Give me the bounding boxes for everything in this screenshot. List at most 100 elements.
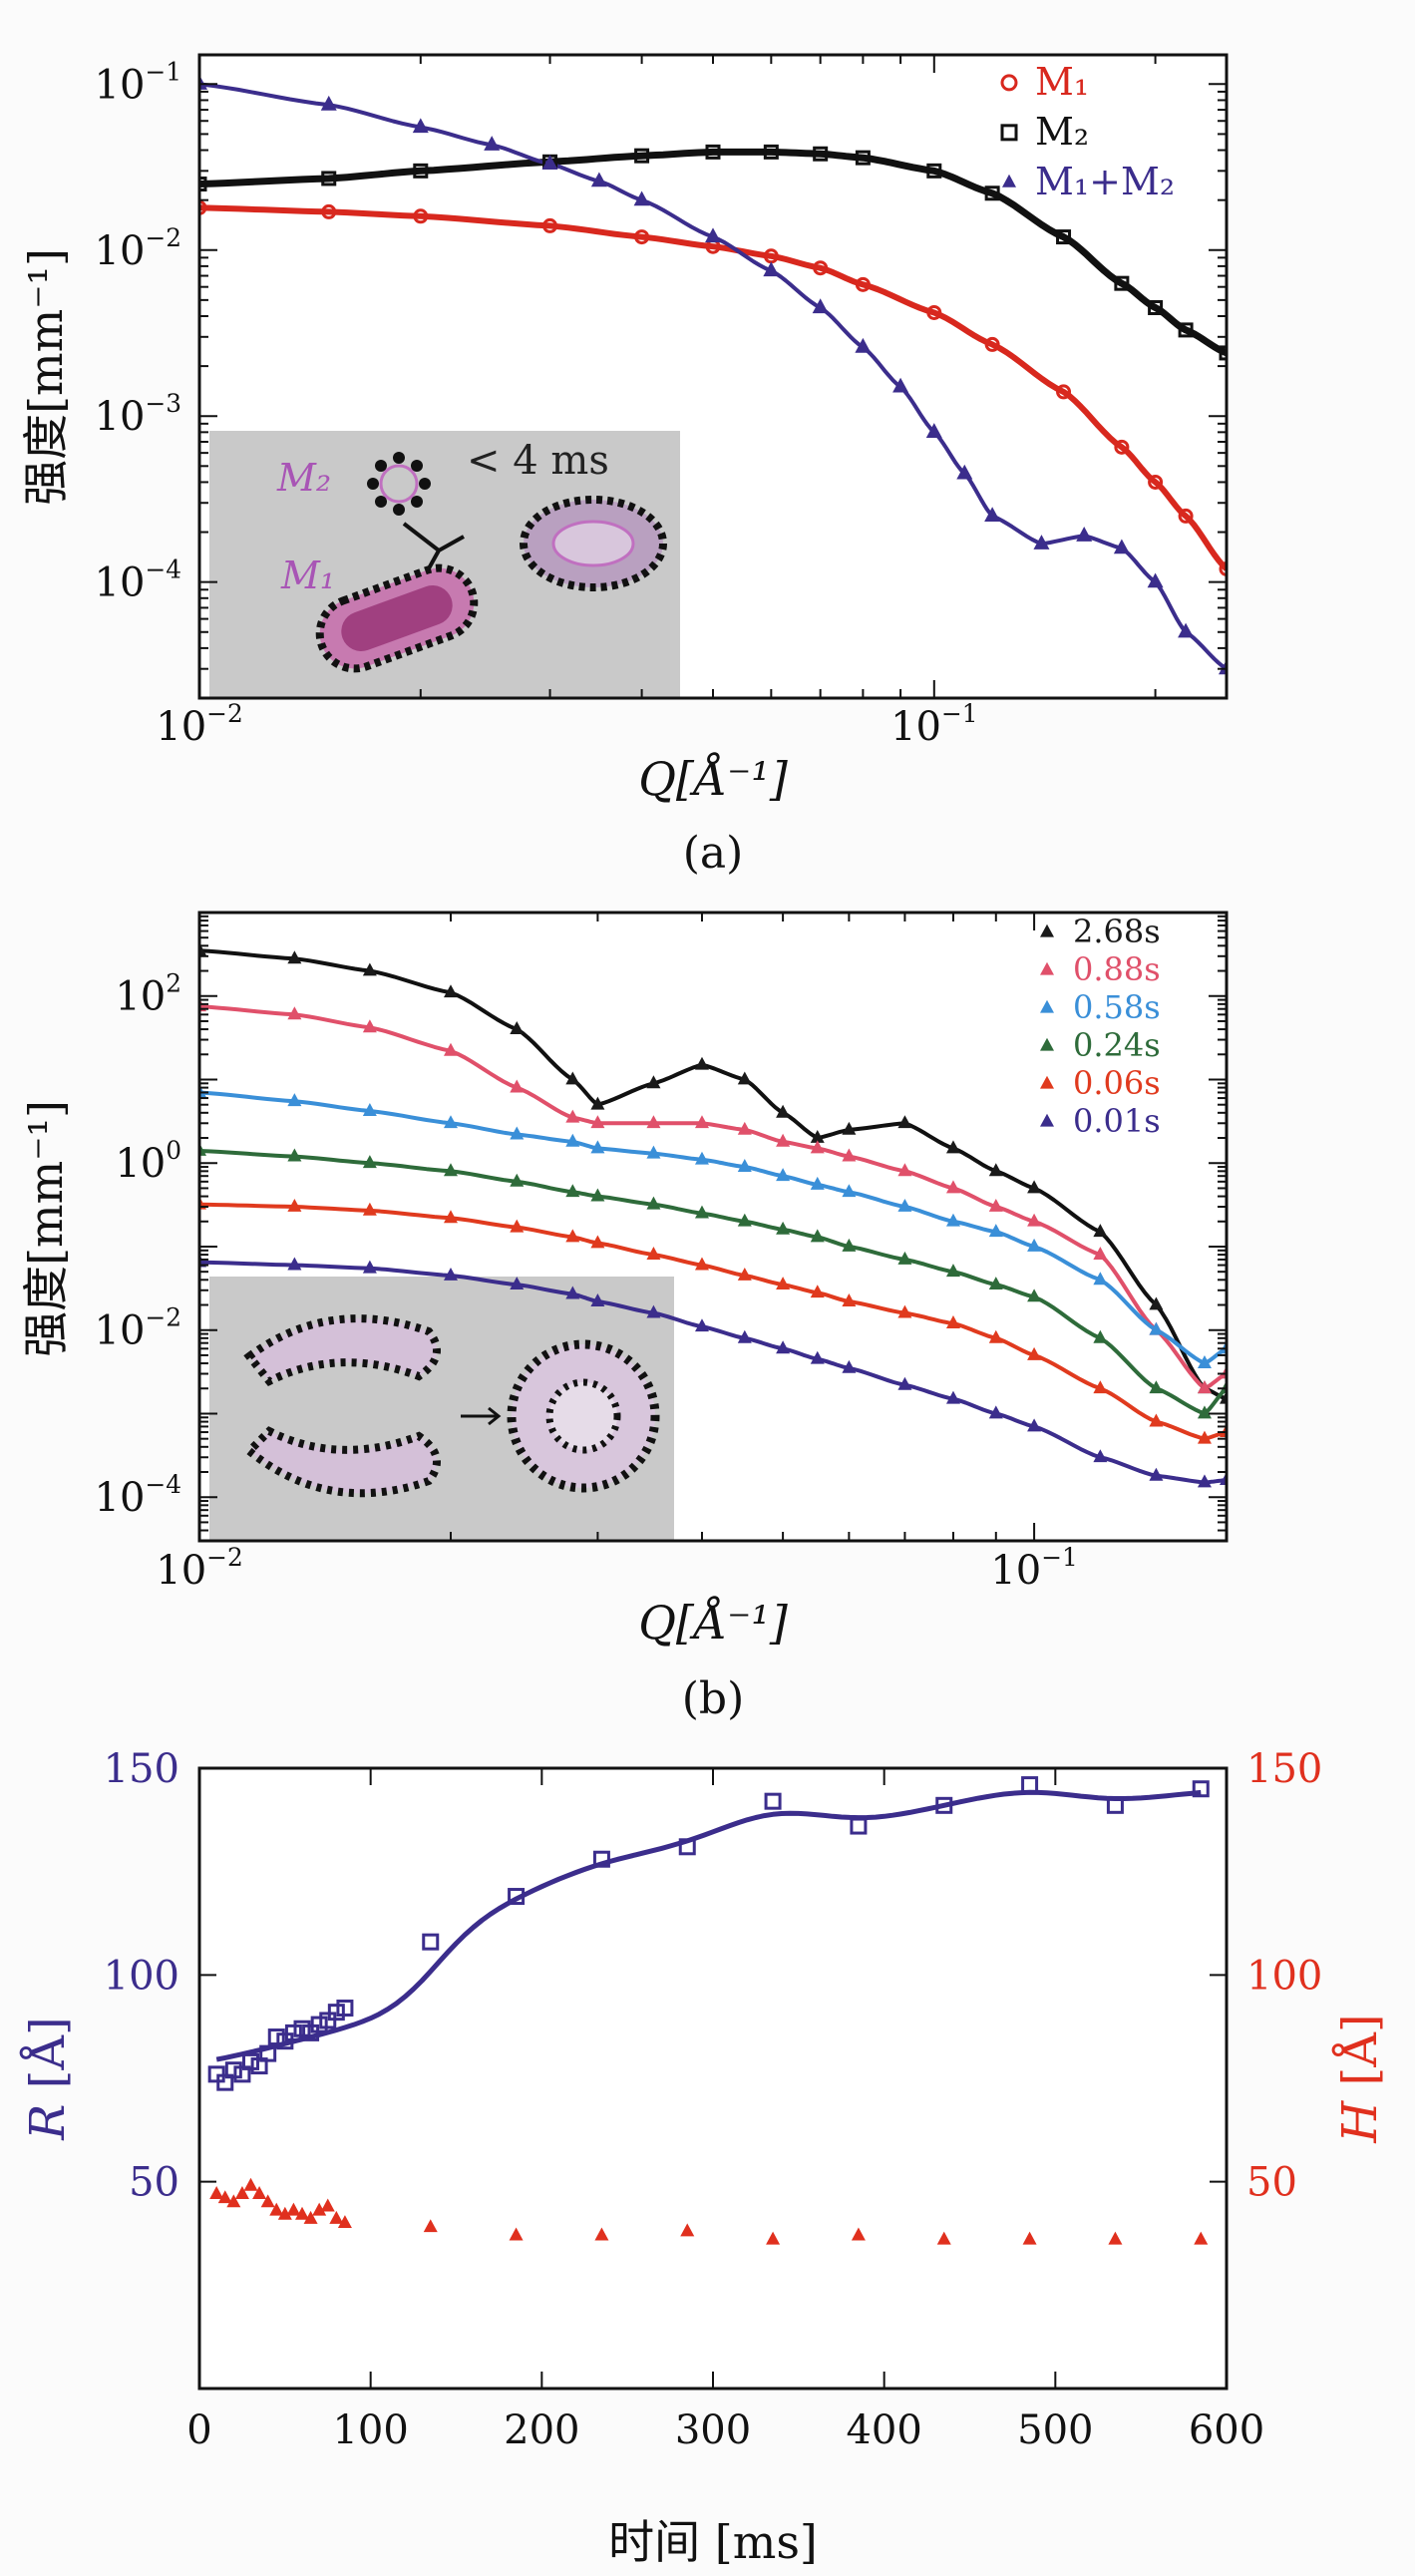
ticks-b: 10−2 10−1 102 100 10−2 10−4 [95,912,1227,1594]
data-point [810,1140,825,1154]
y2-tick-label: 150 [1246,1746,1322,1792]
y-tick-label: 10−2 [95,1303,181,1354]
merged-micelle-icon [520,496,667,591]
data-point [565,1109,580,1123]
x-tick-label: 100 [332,2407,408,2453]
y-axis-label-a: 强度[mm⁻¹] [19,248,73,506]
arrow-right-icon [461,1406,502,1426]
data-point [286,2202,301,2216]
data-point [287,1093,302,1107]
data-point [1197,1430,1212,1444]
data-point [810,1350,825,1364]
data-point [945,1180,960,1194]
y-tick-label: 10−3 [95,389,181,440]
data-point [422,1933,440,1951]
data-point [443,1042,458,1056]
data-point [634,148,650,164]
x-tick-label: 10−1 [990,1543,1077,1594]
data-point [509,2227,524,2241]
legend-a: M₁ M₂ M₁+M₂ [1000,60,1175,203]
inset-a-label-m1: M₁ [280,553,335,597]
data-point [737,1159,752,1172]
plot-area-c [199,1768,1227,2389]
data-point [1093,1449,1108,1463]
data-point [199,75,207,90]
data-point [1027,1238,1042,1252]
legend-marker [1002,174,1016,187]
data-point [234,2186,249,2200]
y-tick-label: 100 [104,1953,179,1999]
data-point [443,984,458,998]
data-point [510,1079,525,1093]
data-point [1021,1776,1039,1794]
y-tick-label: 10−1 [95,57,181,108]
x-tick-label: 10−2 [156,1543,242,1594]
data-point [892,377,909,393]
data-point [705,227,721,243]
data-point [855,276,871,292]
data-point [413,208,429,224]
data-point [694,1318,709,1332]
data-point [329,2210,344,2224]
legend-label: M₁+M₂ [1035,160,1175,203]
legend-marker [1040,1075,1054,1089]
data-point [813,146,829,162]
data-point [1027,1213,1042,1227]
data-point [776,1277,791,1290]
data-point [327,2004,345,2022]
x-tick-label: 600 [1189,2407,1264,2453]
data-point [694,1257,709,1271]
data-point [634,229,650,245]
data-point [1148,474,1164,490]
data-point [988,1277,1003,1290]
data-point [1027,1346,1042,1360]
data-point [443,1163,458,1177]
data-point [216,2073,234,2091]
vesicle-inner-icon [545,1378,621,1454]
data-point [443,1115,458,1129]
data-point [224,2061,242,2079]
data-point [1027,1418,1042,1432]
data-point [1149,1467,1164,1481]
data-point [217,2190,232,2204]
data-point [423,2219,438,2233]
data-point [284,2024,302,2041]
data-point [897,1251,912,1265]
data-point [590,172,607,187]
data-point [1114,439,1130,455]
y-tick-label: 10−2 [95,223,181,274]
data-point [484,136,501,151]
y2-tick-label: 100 [1246,1953,1322,1999]
data-point [287,1148,302,1162]
data-point [1178,622,1195,638]
data-point [1197,1405,1212,1419]
data-point [287,1006,302,1020]
data-point [413,163,429,179]
data-point [1197,1354,1212,1368]
data-point [705,144,721,160]
data-point [776,1221,791,1235]
legend-marker [1040,1037,1054,1051]
data-point [252,2186,267,2200]
data-point [855,337,872,353]
data-point [936,2231,951,2245]
data-point [259,2044,277,2062]
x-tick-label: 0 [186,2407,211,2453]
legend-label: M₁ [1035,60,1089,104]
data-point [1093,1380,1108,1394]
data-markers-a [199,75,1227,675]
data-point [813,260,829,276]
data-point [1220,1390,1227,1404]
data-point [443,1267,458,1281]
data-point [1220,1380,1227,1394]
data-point [842,1359,857,1373]
y-axis-label-c-unit: [Å] [19,2017,76,2103]
data-point [935,1796,953,1814]
data-point [1076,527,1093,542]
data-point [336,2000,354,2018]
data-point [1220,1340,1227,1354]
data-point [1113,539,1130,554]
data-point [362,1019,377,1033]
micelle-m2-icon [367,452,431,516]
